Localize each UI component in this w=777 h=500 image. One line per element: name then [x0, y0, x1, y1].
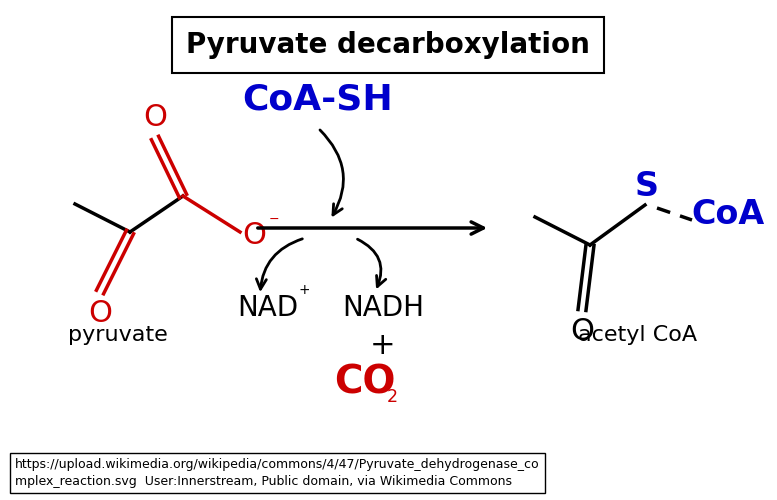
Text: Pyruvate decarboxylation: Pyruvate decarboxylation: [186, 31, 590, 59]
Text: S: S: [635, 170, 659, 203]
Text: NADH: NADH: [342, 294, 424, 322]
Text: CoA-SH: CoA-SH: [242, 83, 393, 117]
Text: CoA: CoA: [692, 198, 765, 232]
Text: NAD: NAD: [238, 294, 298, 322]
FancyArrowPatch shape: [357, 239, 385, 286]
Text: $^{-}$: $^{-}$: [268, 215, 280, 233]
FancyArrowPatch shape: [320, 130, 343, 215]
Text: CO: CO: [334, 364, 395, 402]
Text: pyruvate: pyruvate: [68, 325, 168, 345]
Text: $_2$: $_2$: [386, 381, 398, 405]
Text: O: O: [143, 104, 167, 132]
Text: acetyl CoA: acetyl CoA: [578, 325, 698, 345]
Text: https://upload.wikimedia.org/wikipedia/commons/4/47/Pyruvate_dehydrogenase_co
mp: https://upload.wikimedia.org/wikipedia/c…: [15, 458, 539, 488]
Text: +: +: [370, 330, 395, 360]
Text: O: O: [570, 318, 594, 346]
FancyArrowPatch shape: [256, 239, 302, 289]
Text: $^{+}$: $^{+}$: [298, 284, 310, 304]
Text: O: O: [242, 220, 266, 250]
Text: O: O: [88, 300, 112, 328]
